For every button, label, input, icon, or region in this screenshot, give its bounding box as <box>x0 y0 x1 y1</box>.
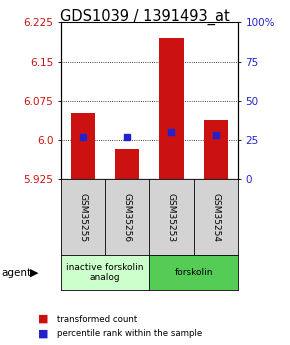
Bar <box>159 38 184 179</box>
Text: GDS1039 / 1391493_at: GDS1039 / 1391493_at <box>60 9 230 25</box>
Text: GSM35253: GSM35253 <box>167 193 176 242</box>
Text: transformed count: transformed count <box>57 315 137 324</box>
Text: ■: ■ <box>38 314 48 324</box>
Text: ▶: ▶ <box>30 268 39 277</box>
Text: GSM35255: GSM35255 <box>79 193 88 242</box>
Bar <box>115 149 139 179</box>
Bar <box>204 120 228 179</box>
Text: agent: agent <box>1 268 32 277</box>
Text: forskolin: forskolin <box>174 268 213 277</box>
Text: GSM35256: GSM35256 <box>123 193 132 242</box>
Text: GSM35254: GSM35254 <box>211 193 220 242</box>
Text: percentile rank within the sample: percentile rank within the sample <box>57 329 202 338</box>
Text: ■: ■ <box>38 329 48 339</box>
Bar <box>71 113 95 179</box>
Text: inactive forskolin
analog: inactive forskolin analog <box>66 263 144 282</box>
